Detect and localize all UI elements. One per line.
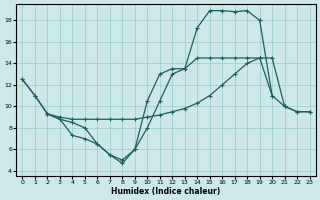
X-axis label: Humidex (Indice chaleur): Humidex (Indice chaleur) — [111, 187, 221, 196]
